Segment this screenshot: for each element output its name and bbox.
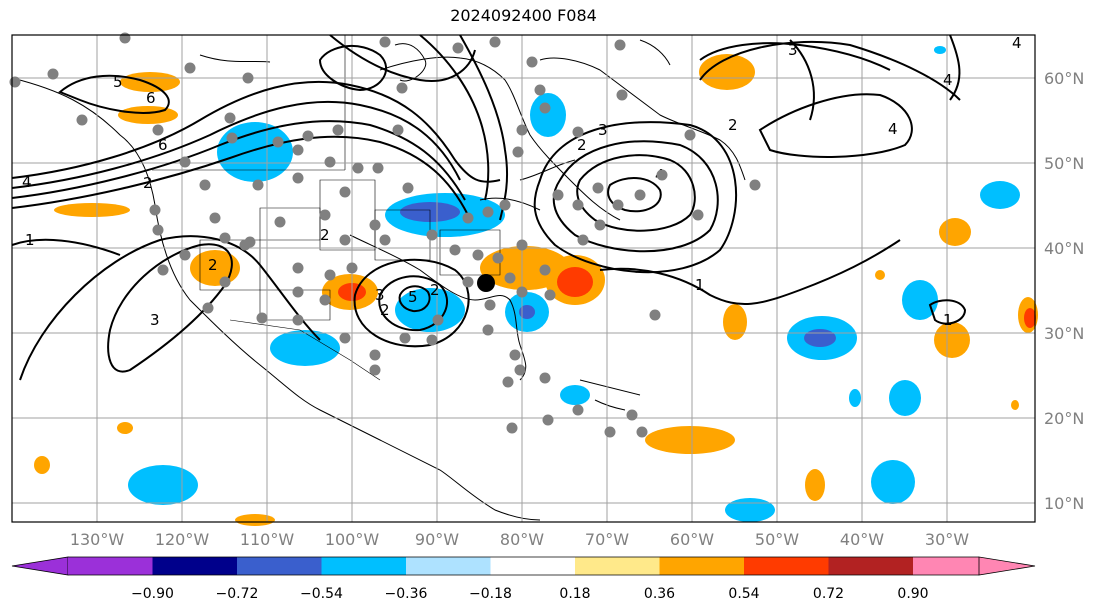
lon-label: 90°W [415,530,459,549]
contour-lines [11,34,967,381]
lat-label: 40°N [1044,239,1084,258]
colorbar-tick: −0.54 [300,586,343,602]
map-frame [11,34,1036,523]
lat-label: 20°N [1044,409,1084,428]
colorbar: −0.90 −0.72 −0.54 −0.36 −0.18 0.18 0.36 … [11,556,1036,602]
colorbar-swatch [237,557,322,575]
political-borders [152,35,501,381]
contour-label: 2 [320,226,330,244]
contour-label: 4 [22,173,32,191]
lon-label: 100°W [325,530,380,549]
colorbar-extend-low [11,556,69,576]
colorbar-tick: 0.72 [813,586,844,602]
colorbar-swatch [490,557,575,575]
contour-label: 1 [25,231,35,249]
contour-label: 6 [158,136,168,154]
lon-label: 70°W [585,530,629,549]
colorbar-tick: −0.36 [385,586,428,602]
lat-label: 10°N [1044,494,1084,513]
lon-label: 120°W [155,530,210,549]
colorbar-tick: −0.90 [131,586,174,602]
contour-label: 4 [943,71,953,89]
lon-label: 40°W [840,530,884,549]
colorbar-swatch [659,557,744,575]
lon-label: 50°W [755,530,799,549]
contour-label: 4 [888,120,898,138]
lon-label: 110°W [240,530,295,549]
lon-label: 60°W [670,530,714,549]
longitude-labels: 130°W 120°W 110°W 100°W 90°W 80°W 70°W 6… [70,530,969,549]
contour-label: 1 [695,276,705,294]
station-dots [9,32,761,438]
contour-label: 2 [380,301,390,319]
contour-label: 4 [1012,34,1022,52]
colorbar-tick: 0.36 [644,586,675,602]
colorbar-tick: 0.54 [728,586,759,602]
lat-label: 50°N [1044,154,1084,173]
colorbar-tick: −0.18 [469,586,512,602]
map-panel: 5 6 6 4 2 3 1 2 2 3 5 2 3 4 2 2 3 4 4 1 … [9,32,1038,526]
contour-label: 2 [208,256,218,274]
contour-label: 3 [598,121,608,139]
lat-label: 60°N [1044,69,1084,88]
contour-label: 2 [143,174,153,192]
contour-label: 3 [375,286,385,304]
colorbar-tick: −0.72 [216,586,259,602]
colorbar-swatch [406,557,491,575]
colorbar-tick: 0.18 [559,586,590,602]
colorbar-swatch [321,557,406,575]
lon-label: 30°W [925,530,969,549]
colorbar-ticks: −0.90 −0.72 −0.54 −0.36 −0.18 0.18 0.36 … [131,586,929,602]
colorbar-swatch [913,557,979,575]
contour-label: 5 [408,288,418,306]
contour-label: 3 [788,41,798,59]
colorbar-extend-high [978,556,1036,576]
graticule [12,35,1035,522]
contour-label: 2 [577,136,587,154]
lat-label: 30°N [1044,324,1084,343]
colorbar-swatch [152,557,237,575]
latitude-labels: 60°N 50°N 40°N 30°N 20°N 10°N [1044,69,1084,513]
contour-label: 1 [943,311,953,329]
colorbar-swatch [575,557,660,575]
colorbar-swatch [68,557,153,575]
lon-label: 130°W [70,530,125,549]
colorbar-swatch [828,557,913,575]
storm-center-dot [477,274,495,292]
contour-label: 3 [150,311,160,329]
contour-label: 2 [430,281,440,299]
contour-label: 5 [113,73,123,91]
lon-label: 80°W [500,530,544,549]
colorbar-swatch [744,557,829,575]
contour-label: 2 [728,116,738,134]
plot-title: 2024092400 F084 [450,6,597,25]
colorbar-tick: 0.90 [897,586,928,602]
contour-label: 6 [146,89,156,107]
